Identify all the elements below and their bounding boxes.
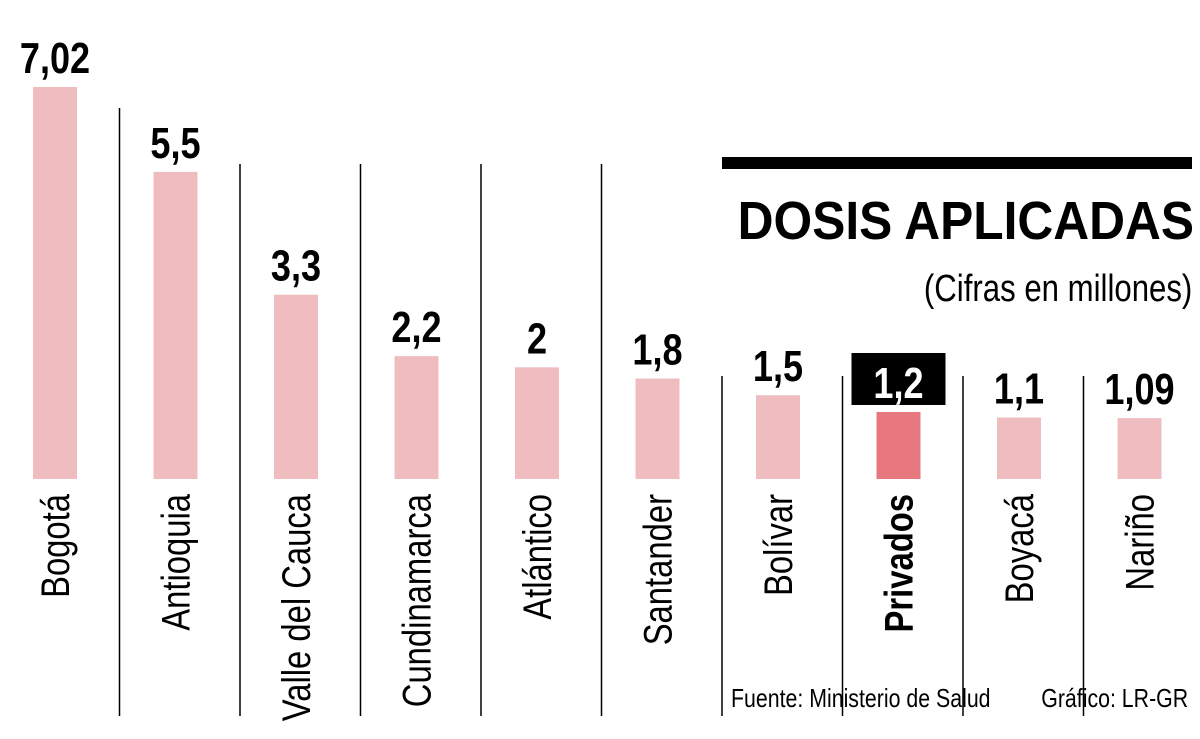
- bar-santander: [635, 378, 680, 479]
- title-rule: [722, 157, 1192, 169]
- bar-narino: [1117, 418, 1162, 479]
- category-label-antioquia: Antioquia: [153, 493, 198, 630]
- category-label-bolivar: Bolívar: [756, 494, 801, 596]
- column-dividers: [118, 108, 1085, 716]
- bar-boyaca: [997, 417, 1041, 479]
- value-label-bogota: 7,02: [20, 34, 90, 83]
- value-label-antioquia: 5,5: [150, 119, 200, 168]
- value-label-bolivar: 1,5: [753, 342, 803, 391]
- value-label-valle-del-cauca: 3,3: [271, 241, 321, 290]
- credit-note: Gráfico: LR-GR: [1041, 683, 1188, 713]
- bars: [33, 87, 1162, 479]
- value-label-narino: 1,09: [1104, 365, 1174, 414]
- bar-privados: [876, 411, 921, 479]
- category-label-santander: Santander: [635, 494, 680, 645]
- category-label-cundinamarca: Cundinamarca: [394, 493, 439, 707]
- bar-valle-del-cauca: [274, 294, 318, 479]
- value-label-cundinamarca: 2,2: [391, 303, 441, 352]
- value-labels: 7,02 5,5 3,3 2,2 2 1,8 1,5 1,2 1,1 1,09: [20, 34, 1175, 414]
- category-label-boyaca: Boyacá: [997, 493, 1042, 603]
- category-label-atlantico: Atlántico: [515, 494, 560, 620]
- bar-atlantico: [515, 367, 559, 479]
- category-label-bogota: Bogotá: [33, 493, 78, 598]
- bar-antioquia: [153, 171, 198, 479]
- chart-title: DOSIS APLICADAS: [737, 191, 1194, 251]
- value-label-boyaca: 1,1: [994, 364, 1044, 413]
- highlight-label-background: [851, 352, 946, 405]
- value-label-santander: 1,8: [632, 325, 682, 374]
- bar-bolivar: [756, 395, 800, 479]
- category-labels: Bogotá Antioquia Valle del Cauca Cundinamar…: [33, 493, 1162, 721]
- category-label-narino: Nariño: [1117, 494, 1162, 591]
- value-label-privados: 1,2: [873, 359, 923, 408]
- source-note: Fuente: Ministerio de Salud: [731, 683, 991, 713]
- value-label-atlantico: 2: [527, 314, 547, 363]
- category-label-valle-del-cauca: Valle del Cauca: [274, 493, 319, 721]
- bar-bogota: [33, 87, 77, 479]
- category-label-privados: Privados: [876, 494, 921, 633]
- chart-subtitle: (Cifras en millones): [923, 268, 1192, 310]
- bar-cundinamarca: [394, 356, 439, 479]
